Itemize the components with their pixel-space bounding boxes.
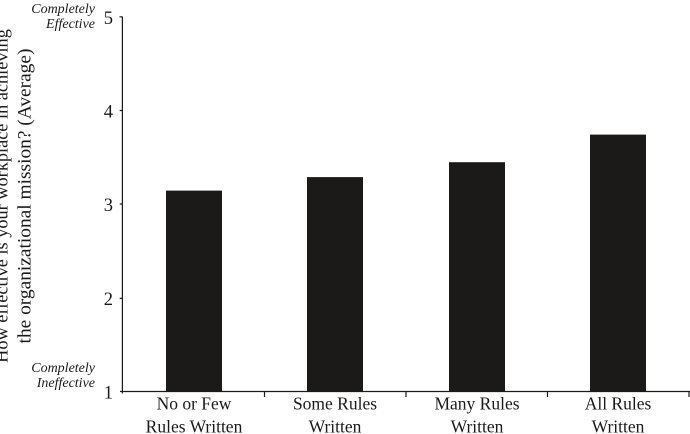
svg-text:Completely: Completely [31,361,96,376]
svg-text:Written: Written [451,417,504,434]
svg-text:4: 4 [104,103,113,123]
svg-text:Many Rules: Many Rules [434,394,519,414]
svg-text:2: 2 [104,290,113,310]
svg-text:3: 3 [104,196,113,216]
svg-text:5: 5 [104,9,113,29]
svg-text:Rules Written: Rules Written [146,417,243,434]
svg-text:Written: Written [592,417,645,434]
svg-text:Written: Written [309,417,362,434]
svg-text:1: 1 [104,384,113,404]
svg-text:Ineffective: Ineffective [36,376,95,391]
svg-text:No or Few: No or Few [157,394,232,414]
svg-text:How effective is your workplac: How effective is your workplace in achie… [0,29,12,363]
svg-text:Some Rules: Some Rules [293,394,377,414]
svg-text:All Rules: All Rules [585,394,652,414]
svg-text:Completely: Completely [31,2,96,17]
svg-text:the organizational mission? (A: the organizational mission? (Average) [15,49,36,344]
svg-text:Effective: Effective [45,17,95,32]
